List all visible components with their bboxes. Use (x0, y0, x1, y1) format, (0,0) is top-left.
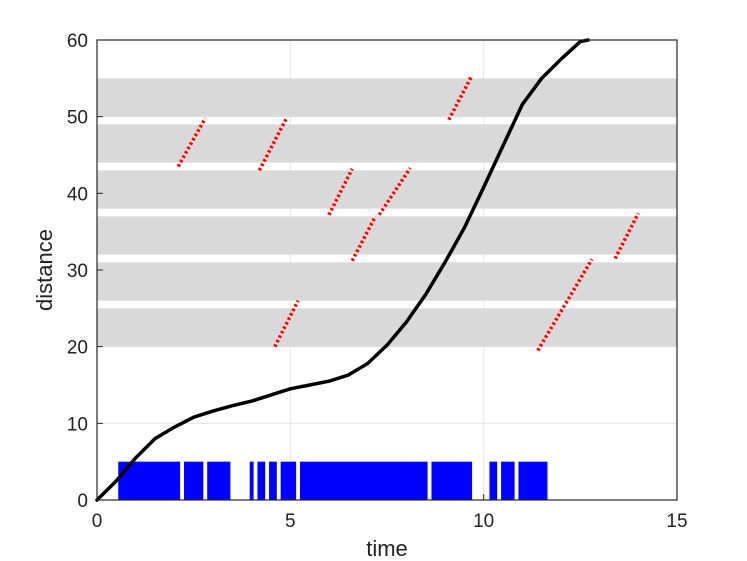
x-axis-label: time (366, 536, 408, 561)
blue-bar (207, 461, 231, 500)
gray-band (97, 262, 677, 301)
blue-bar (431, 461, 473, 500)
blue-bar (489, 461, 498, 500)
blue-bar (269, 461, 277, 500)
red-dotted-segment (377, 167, 412, 216)
x-tick-label: 10 (473, 511, 494, 532)
red-dotted-segment (327, 168, 354, 216)
trajectory-curve (95, 38, 590, 502)
x-tick-label: 5 (285, 511, 296, 532)
y-tick-label: 20 (67, 338, 88, 359)
blue-bar (300, 461, 428, 500)
red-dotted-segment (613, 212, 640, 260)
x-tick-label: 15 (666, 511, 687, 532)
gray-band (97, 308, 677, 347)
red-dotted-segment (447, 74, 474, 121)
blue-bar (518, 461, 548, 500)
y-tick-label: 50 (67, 108, 88, 129)
gray-bands (97, 78, 677, 347)
blue-bars (118, 461, 548, 500)
x-tick-label: 0 (92, 511, 103, 532)
x-tick-labels: 0 5 10 15 (92, 494, 688, 532)
red-dotted-segment (176, 117, 207, 168)
y-tick-label: 30 (67, 261, 88, 282)
red-dotted-segment (350, 215, 377, 262)
gray-band (97, 170, 677, 209)
y-tick-labels: 0 10 20 30 40 50 60 (67, 31, 103, 512)
y-tick-label: 40 (67, 184, 88, 205)
red-dotted-segment (273, 299, 300, 348)
blue-bar (184, 461, 204, 500)
y-tick-label: 60 (67, 31, 88, 52)
blue-bar (501, 461, 515, 500)
blue-bar (280, 461, 297, 500)
y-axis-label: distance (32, 229, 57, 311)
gray-band (97, 124, 677, 163)
blue-bar (249, 461, 254, 500)
blue-bar (257, 461, 266, 500)
gray-band (97, 78, 677, 117)
y-tick-label: 0 (77, 491, 88, 512)
red-dotted-segments (176, 74, 640, 352)
gray-band (97, 216, 677, 255)
y-tick-label: 10 (67, 414, 88, 435)
